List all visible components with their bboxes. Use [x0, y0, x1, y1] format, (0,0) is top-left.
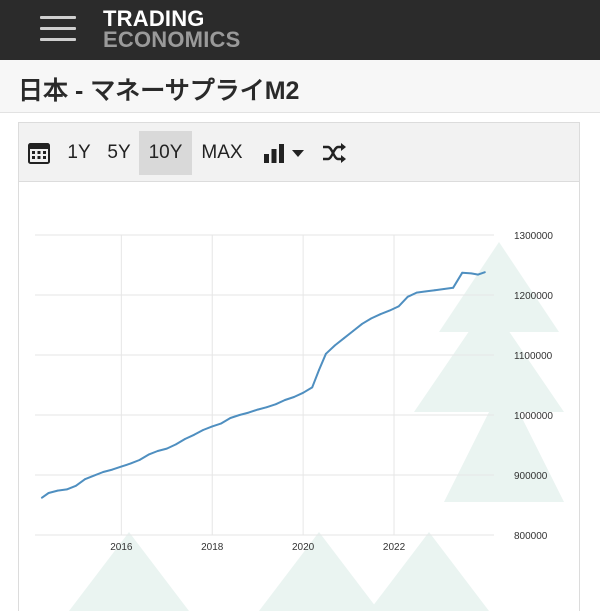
data-point — [434, 289, 436, 292]
money-supply-chart[interactable]: 800000 900000 1000000 1100000 1200000 1300000… — [19, 182, 579, 611]
data-point — [120, 465, 123, 468]
top-bar: TRADING ECONOMICS — [0, 0, 600, 60]
watermark-shape — [69, 532, 189, 611]
data-point — [293, 396, 295, 398]
range-10y-button[interactable]: 10Y — [139, 131, 192, 175]
series-line — [41, 271, 486, 499]
data-point — [318, 369, 320, 371]
range-max-button[interactable]: MAX — [201, 142, 243, 163]
watermark-shape — [414, 302, 564, 412]
menu-bar-2 — [40, 27, 76, 30]
menu-bar-1 — [40, 16, 76, 19]
data-point — [202, 429, 205, 431]
data-point — [174, 443, 177, 446]
calendar-icon[interactable] — [27, 141, 51, 165]
logo-line2: ECONOMICS — [103, 27, 241, 52]
data-point — [443, 288, 445, 290]
data-point — [370, 317, 373, 320]
data-point — [388, 309, 391, 312]
chart-container: 800000 900000 1000000 1100000 1200000 1300000… — [18, 182, 580, 611]
data-point — [229, 417, 232, 419]
data-point — [361, 322, 364, 325]
data-point — [211, 425, 214, 428]
data-point — [352, 330, 355, 332]
title-bar: 日本 - マネーサプライM2 — [0, 60, 600, 113]
data-point — [484, 271, 486, 274]
y-tick-label: 1200000 — [514, 291, 553, 302]
range-5y-button[interactable]: 5Y — [107, 142, 131, 163]
logo[interactable]: TRADING ECONOMICS — [103, 6, 241, 52]
y-tick-label: 1000000 — [514, 411, 553, 422]
logo-line1: TRADING — [103, 6, 205, 31]
data-point — [406, 295, 409, 298]
hamburger-menu-icon[interactable] — [40, 14, 76, 44]
data-point — [311, 386, 314, 389]
data-point — [56, 489, 59, 492]
x-tick-label: 2018 — [201, 542, 224, 553]
data-point — [452, 286, 454, 289]
bar-chart-icon[interactable] — [262, 141, 286, 165]
data-point — [156, 450, 159, 452]
data-point — [284, 399, 286, 401]
data-point — [256, 408, 259, 411]
watermark-shape — [444, 382, 564, 502]
data-point — [477, 273, 479, 276]
y-tick-label: 1300000 — [514, 231, 553, 242]
data-point — [424, 290, 427, 293]
data-point — [102, 471, 105, 473]
data-point — [165, 447, 168, 450]
x-tick-label: 2022 — [383, 542, 406, 553]
data-point — [138, 459, 141, 461]
data-point — [415, 291, 418, 294]
caret-down-icon[interactable] — [291, 149, 305, 159]
data-point — [93, 474, 95, 477]
y-tick-label: 900000 — [514, 471, 548, 482]
page-title: 日本 - マネーサプライM2 — [18, 77, 300, 105]
data-point — [193, 433, 195, 436]
y-tick-label: 800000 — [514, 531, 548, 542]
y-tick-label: 1100000 — [514, 351, 553, 362]
x-tick-label: 2020 — [292, 542, 315, 553]
data-point — [129, 462, 132, 465]
data-point — [324, 352, 327, 355]
data-point — [379, 313, 382, 316]
data-point — [184, 438, 186, 440]
data-point — [238, 414, 241, 416]
data-point — [461, 271, 464, 274]
data-point — [47, 492, 50, 494]
data-point — [265, 406, 268, 409]
menu-bar-3 — [40, 38, 76, 41]
chart-toolbar: 1Y 5Y 10Y MAX — [18, 122, 580, 182]
data-point — [302, 391, 305, 394]
watermark-shape — [259, 532, 379, 611]
data-point — [397, 305, 400, 308]
x-tick-label: 2016 — [110, 542, 133, 553]
watermark-shape — [369, 532, 489, 611]
watermark-shape — [439, 242, 559, 332]
data-point — [343, 337, 345, 340]
shuffle-icon[interactable] — [321, 141, 347, 165]
range-1y-button[interactable]: 1Y — [67, 142, 91, 163]
data-point — [65, 488, 68, 491]
data-point — [470, 272, 473, 275]
data-point — [334, 344, 336, 347]
data-point — [111, 468, 114, 471]
data-point — [75, 484, 77, 487]
data-point — [40, 496, 43, 499]
data-point — [220, 422, 223, 425]
data-point — [84, 478, 86, 481]
data-point — [247, 411, 250, 414]
data-point — [274, 403, 277, 406]
data-point — [147, 453, 150, 456]
